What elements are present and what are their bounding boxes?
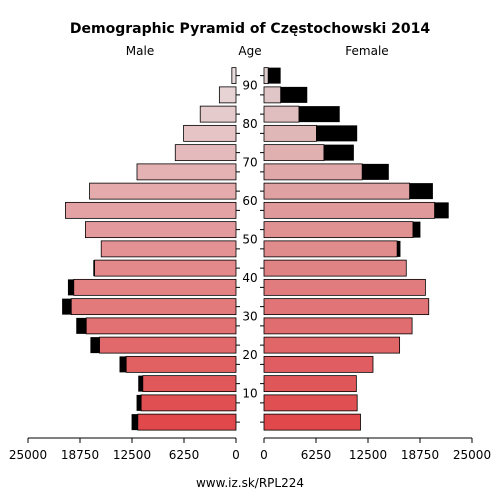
- age-tick-label: 90: [242, 78, 257, 92]
- male-excess-bar-25-29: [76, 317, 87, 334]
- female-bar-15-19: [263, 355, 374, 373]
- male-bar-20-24: [99, 336, 237, 354]
- female-bar-50-54: [263, 221, 414, 239]
- male-bar-45-49: [100, 240, 237, 258]
- female-excess-bar-90+: [268, 67, 281, 84]
- x-tick-label-right: 0: [260, 448, 268, 462]
- female-excess-bar-75-79: [316, 125, 358, 142]
- x-tick-label-right: 18750: [401, 448, 439, 462]
- male-bar-35-39: [73, 278, 237, 296]
- axes-group: 10 20 30 40 50 60 70 80 90 25000 18750 12500 6250 0 0 6…: [9, 75, 491, 462]
- x-tick-label-left: 25000: [9, 448, 47, 462]
- male-excess-bar-20-24: [90, 337, 100, 354]
- female-bar-45-49: [263, 240, 398, 258]
- male-bar-10-14: [142, 375, 237, 393]
- male-bar-5-9: [140, 394, 237, 412]
- male-bar-0-4: [137, 413, 237, 431]
- female-bar-65-69: [263, 163, 363, 181]
- male-excess-bar-15-19: [119, 356, 127, 373]
- bars-group: [62, 67, 449, 431]
- female-bar-70-74: [263, 144, 325, 162]
- female-label: Female: [345, 44, 388, 58]
- chart-title: Demographic Pyramid of Częstochowski 201…: [70, 21, 430, 37]
- male-label: Male: [126, 44, 154, 58]
- female-bar-30-34: [263, 298, 430, 316]
- x-tick-label-right: 25000: [453, 448, 491, 462]
- male-bar-80-84: [199, 105, 237, 123]
- age-tick-label: 70: [242, 155, 257, 169]
- male-bar-55-59: [65, 201, 237, 219]
- x-tick-label-right: 6250: [301, 448, 332, 462]
- age-label: Age: [238, 44, 261, 58]
- male-bar-40-44: [94, 259, 237, 277]
- female-bar-25-29: [263, 317, 413, 335]
- male-bar-25-29: [85, 317, 237, 335]
- age-tick-label: 50: [242, 232, 257, 246]
- male-bar-85-89: [218, 86, 237, 104]
- female-bar-75-79: [263, 124, 317, 142]
- female-excess-bar-45-49: [397, 240, 401, 257]
- male-excess-bar-35-39: [67, 279, 74, 296]
- male-bar-60-64: [89, 182, 237, 200]
- female-excess-bar-55-59: [434, 202, 449, 219]
- male-bar-75-79: [183, 124, 237, 142]
- female-excess-bar-60-64: [409, 183, 433, 200]
- male-bar-15-19: [125, 355, 237, 373]
- age-tick-label: 10: [242, 386, 257, 400]
- age-tick-label: 30: [242, 309, 257, 323]
- female-bar-90+: [263, 67, 269, 85]
- male-excess-bar-10-14: [138, 375, 143, 392]
- female-bar-80-84: [263, 105, 300, 123]
- female-excess-bar-80-84: [298, 106, 340, 123]
- female-bar-5-9: [263, 394, 358, 412]
- female-bar-0-4: [263, 413, 361, 431]
- male-excess-bar-40-44: [93, 260, 95, 277]
- x-tick-label-left: 0: [232, 448, 240, 462]
- male-bar-90+: [231, 67, 237, 85]
- x-tick-label-left: 12500: [113, 448, 151, 462]
- female-bar-10-14: [263, 375, 357, 393]
- age-tick-label: 40: [242, 271, 257, 285]
- female-bar-60-64: [263, 182, 411, 200]
- source-footer: www.iz.sk/RPL224: [196, 476, 304, 490]
- female-bar-85-89: [263, 86, 282, 104]
- age-tick-label: 80: [242, 117, 257, 131]
- female-bar-35-39: [263, 278, 426, 296]
- female-excess-bar-85-89: [280, 86, 308, 103]
- female-bar-55-59: [263, 201, 435, 219]
- male-excess-bar-5-9: [136, 394, 142, 411]
- male-excess-bar-0-4: [131, 414, 138, 431]
- x-tick-label-left: 18750: [61, 448, 99, 462]
- male-bar-50-54: [85, 221, 237, 239]
- x-tick-label-right: 12500: [349, 448, 387, 462]
- x-tick-label-left: 6250: [169, 448, 200, 462]
- female-excess-bar-70-74: [323, 144, 354, 161]
- male-excess-bar-30-34: [62, 298, 72, 315]
- female-excess-bar-50-54: [412, 221, 421, 238]
- age-tick-label: 20: [242, 348, 257, 362]
- age-tick-label: 60: [242, 194, 257, 208]
- male-bar-70-74: [174, 144, 237, 162]
- male-bar-30-34: [70, 298, 237, 316]
- female-bar-20-24: [263, 336, 401, 354]
- male-bar-65-69: [136, 163, 237, 181]
- female-excess-bar-65-69: [362, 163, 389, 180]
- female-bar-40-44: [263, 259, 407, 277]
